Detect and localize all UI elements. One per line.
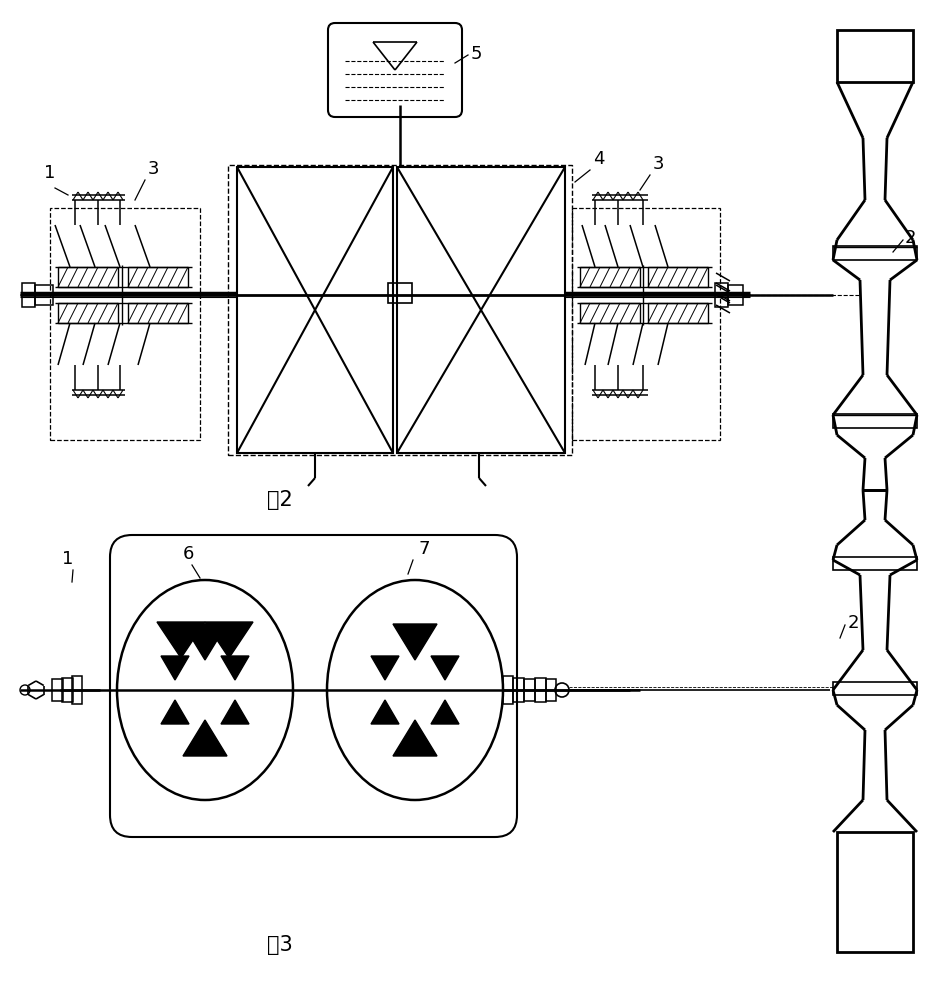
- Polygon shape: [205, 622, 253, 658]
- Bar: [128, 267, 188, 287]
- Bar: [50, 208, 200, 440]
- Bar: [128, 303, 188, 323]
- Bar: [524, 679, 535, 701]
- Polygon shape: [431, 656, 459, 680]
- Polygon shape: [371, 700, 399, 724]
- Bar: [58, 303, 118, 323]
- Polygon shape: [183, 720, 227, 756]
- Bar: [837, 832, 913, 952]
- Bar: [572, 208, 720, 440]
- Bar: [62, 678, 73, 702]
- Text: 5: 5: [471, 45, 483, 63]
- Bar: [833, 557, 917, 570]
- Polygon shape: [371, 656, 399, 680]
- Bar: [35, 285, 53, 305]
- Bar: [728, 285, 743, 305]
- Bar: [52, 679, 63, 701]
- Text: 图2: 图2: [267, 490, 293, 510]
- Text: 1: 1: [62, 550, 74, 568]
- Bar: [397, 167, 565, 453]
- Bar: [388, 283, 412, 303]
- Bar: [513, 678, 524, 702]
- Bar: [837, 30, 913, 82]
- Bar: [648, 303, 708, 323]
- Polygon shape: [221, 700, 249, 724]
- Bar: [503, 676, 513, 704]
- Bar: [237, 167, 393, 453]
- Text: 1: 1: [44, 164, 56, 182]
- Polygon shape: [221, 656, 249, 680]
- Bar: [833, 246, 917, 260]
- Polygon shape: [157, 622, 205, 658]
- Bar: [228, 165, 572, 455]
- Text: 7: 7: [418, 540, 429, 558]
- Bar: [22, 283, 35, 307]
- Text: 3: 3: [653, 155, 665, 173]
- Polygon shape: [183, 624, 227, 660]
- Text: 6: 6: [182, 545, 193, 563]
- Text: 2: 2: [848, 614, 859, 632]
- Bar: [72, 676, 82, 704]
- Bar: [833, 682, 917, 695]
- Bar: [580, 267, 640, 287]
- Bar: [715, 283, 728, 307]
- Bar: [58, 267, 118, 287]
- Text: 4: 4: [593, 150, 604, 168]
- Bar: [546, 679, 556, 701]
- Polygon shape: [161, 656, 189, 680]
- Bar: [833, 414, 917, 428]
- Text: 3: 3: [148, 160, 159, 178]
- Polygon shape: [393, 624, 437, 660]
- Polygon shape: [393, 720, 437, 756]
- FancyBboxPatch shape: [328, 23, 462, 117]
- Text: 图3: 图3: [267, 935, 293, 955]
- Polygon shape: [161, 700, 189, 724]
- Polygon shape: [431, 700, 459, 724]
- Bar: [648, 267, 708, 287]
- Bar: [580, 303, 640, 323]
- Text: 2: 2: [905, 229, 917, 247]
- Bar: [535, 678, 546, 702]
